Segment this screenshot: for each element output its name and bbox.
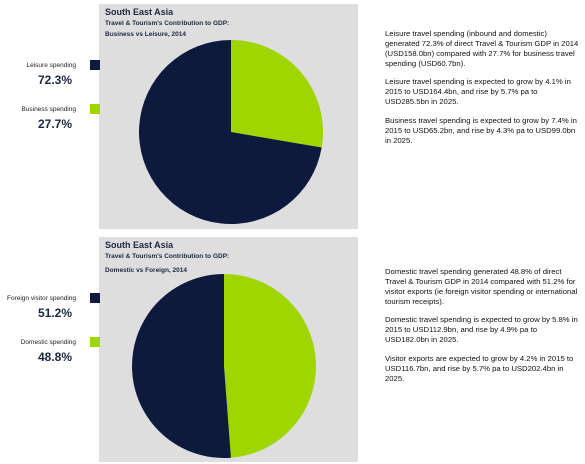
legend-swatch <box>90 293 100 303</box>
legend-label: Business spending <box>21 106 76 113</box>
legend-swatch <box>90 337 100 347</box>
chart-subtitle-line-1: Travel & Tourism's Contribution to GDP: <box>105 20 230 27</box>
note-paragraph: Domestic travel spending is expected to … <box>385 315 578 345</box>
pie-slice-leisure-spending <box>139 40 322 224</box>
legend-swatch <box>90 104 100 114</box>
pie-chart-domestic-foreign <box>132 274 317 458</box>
chart-panel-domestic-foreign: South East Asia Travel & Tourism's Contr… <box>99 237 358 462</box>
pie-slice-business-spending <box>231 40 323 148</box>
note-paragraph: Domestic travel spending generated 48.8%… <box>385 267 578 306</box>
legend-item-domestic: Domestic spending 48.8% <box>0 337 100 379</box>
legend-item-business: Business spending 27.7% <box>0 104 100 146</box>
legend-value: 27.7% <box>37 117 72 131</box>
legend-label: Domestic spending <box>20 339 76 346</box>
chart-title: South East Asia <box>105 240 174 250</box>
note-paragraph: Leisure travel spending is expected to g… <box>385 77 571 107</box>
note-paragraph: Leisure travel spending (inbound and dom… <box>385 29 579 68</box>
legend-swatch <box>90 60 100 70</box>
pie-slices <box>139 40 323 224</box>
notes-domestic-foreign: Domestic travel spending generated 48.8%… <box>385 267 581 384</box>
chart-panel-business-leisure: South East Asia Travel & Tourism's Contr… <box>99 4 358 229</box>
legend-item-foreign-visitor: Foreign visitor spending 51.2% <box>0 293 100 335</box>
chart-subtitle-line-2: Business vs Leisure, 2014 <box>105 31 186 38</box>
note-paragraph: Business travel spending is expected to … <box>385 116 577 145</box>
chart-title: South East Asia <box>105 7 174 17</box>
pie-chart-business-leisure <box>139 40 323 224</box>
legend-label: Leisure spending <box>26 62 76 69</box>
notes-business-leisure: Leisure travel spending (inbound and dom… <box>385 29 581 146</box>
legend-value: 72.3% <box>37 73 72 87</box>
pie-slice-domestic-spending <box>224 274 317 458</box>
legend-label: Foreign visitor spending <box>6 295 76 302</box>
legend-value: 51.2% <box>37 306 72 320</box>
note-paragraph: Visitor exports are expected to grow by … <box>385 354 574 383</box>
pie-slices <box>132 274 317 458</box>
pie-slice-foreign-visitor-spending <box>132 274 231 458</box>
chart-subtitle-line-2: Domestic vs Foreign, 2014 <box>105 267 188 274</box>
chart-subtitle-line-1: Travel & Tourism's Contribution to GDP: <box>105 253 230 260</box>
legend-item-leisure: Leisure spending 72.3% <box>0 60 100 102</box>
legend-value: 48.8% <box>37 350 72 364</box>
